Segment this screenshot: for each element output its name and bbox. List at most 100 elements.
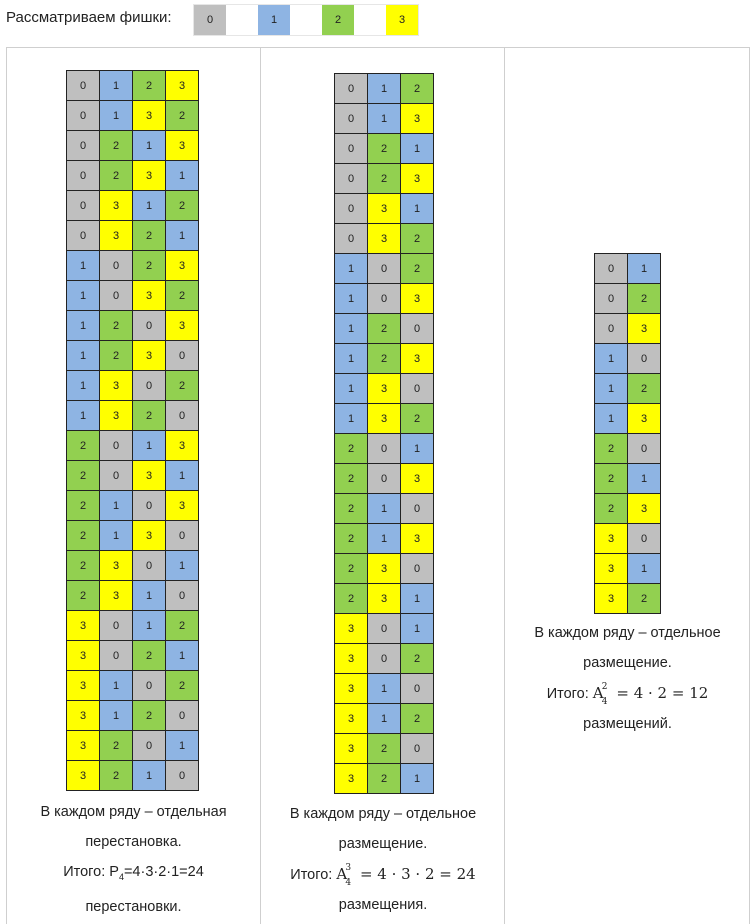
chip-cell: 1 bbox=[99, 700, 133, 731]
chip-cell: 0 bbox=[627, 343, 661, 374]
chip-cell: 1 bbox=[627, 553, 661, 584]
chip-cell: 1 bbox=[367, 523, 401, 554]
total-sup: 3 bbox=[345, 863, 352, 873]
chip-cell: 3 bbox=[627, 493, 661, 524]
chip-cell: 1 bbox=[594, 403, 628, 434]
chip-cell: 2 bbox=[132, 70, 166, 101]
chip-cell: 0 bbox=[367, 433, 401, 464]
chip-cell: 1 bbox=[66, 280, 100, 311]
chip-cell: 3 bbox=[334, 733, 368, 764]
chip-cell: 3 bbox=[627, 313, 661, 344]
chip-cell: 3 bbox=[132, 160, 166, 191]
chip-cell: 2 bbox=[66, 490, 100, 521]
chip-cell: 0 bbox=[367, 253, 401, 284]
chip-cell: 2 bbox=[66, 460, 100, 491]
chip-cell: 2 bbox=[99, 340, 133, 371]
total-expr: =4·3·2·1=24 bbox=[123, 864, 204, 880]
chip-cell: 1 bbox=[334, 373, 368, 404]
chip-cell: 2 bbox=[627, 583, 661, 614]
chip-cell: 3 bbox=[66, 730, 100, 761]
chip-cell: 3 bbox=[165, 430, 199, 461]
chip-cell: 3 bbox=[66, 700, 100, 731]
total-sup: 2 bbox=[601, 682, 608, 692]
chip-cell: 3 bbox=[594, 553, 628, 584]
chip-cell: 0 bbox=[99, 460, 133, 491]
chip-cell: 1 bbox=[165, 730, 199, 761]
chip-cell: 2 bbox=[99, 160, 133, 191]
chip-cell: 1 bbox=[132, 610, 166, 641]
chip-cell: 2 bbox=[165, 190, 199, 221]
chip-cell: 1 bbox=[132, 580, 166, 611]
chip-cell: 3 bbox=[132, 100, 166, 131]
chip-cell: 1 bbox=[99, 70, 133, 101]
chip-cell: 0 bbox=[132, 490, 166, 521]
chip-cell: 0 bbox=[334, 103, 368, 134]
chip-cell: 1 bbox=[66, 250, 100, 281]
caption-line: В каждом ряду – отдельное bbox=[534, 625, 721, 641]
chip-cell: 2 bbox=[400, 703, 434, 734]
chip-cell: 3 bbox=[99, 400, 133, 431]
chip-cell: 2 bbox=[627, 373, 661, 404]
chip-cell: 2 bbox=[165, 100, 199, 131]
chip-cell: 2 bbox=[66, 580, 100, 611]
chip-cell: 2 bbox=[99, 730, 133, 761]
chip-cell: 1 bbox=[627, 463, 661, 494]
total-expr: = 4 · 2 = 12 bbox=[611, 684, 709, 702]
caption-line: перестановка. bbox=[85, 834, 182, 850]
chip-cell: 0 bbox=[165, 760, 199, 791]
chip-cell: 0 bbox=[400, 673, 434, 704]
chip-cell: 3 bbox=[400, 343, 434, 374]
chip-cell: 3 bbox=[165, 490, 199, 521]
chip-cell: 1 bbox=[99, 100, 133, 131]
chip-cell: 0 bbox=[132, 670, 166, 701]
chip-cell: 2 bbox=[334, 583, 368, 614]
chip-spacer bbox=[226, 5, 258, 35]
chip-cell: 1 bbox=[334, 313, 368, 344]
chip-0: 0 bbox=[194, 5, 226, 35]
chip-cell: 3 bbox=[367, 583, 401, 614]
chip-cell: 3 bbox=[594, 523, 628, 554]
chip-cell: 3 bbox=[165, 250, 199, 281]
chip-cell: 1 bbox=[165, 160, 199, 191]
chip-cell: 3 bbox=[99, 220, 133, 251]
chip-cell: 2 bbox=[132, 640, 166, 671]
chip-cell: 2 bbox=[165, 370, 199, 401]
chip-cell: 1 bbox=[367, 493, 401, 524]
chip-cell: 2 bbox=[334, 523, 368, 554]
chip-cell: 2 bbox=[367, 733, 401, 764]
chip-cell: 1 bbox=[400, 583, 434, 614]
chip-cell: 3 bbox=[132, 340, 166, 371]
caption-line: перестановки. bbox=[85, 898, 182, 915]
total-line: Итого: P4=4·3·2·1=24 bbox=[7, 857, 260, 892]
chip-cell: 1 bbox=[334, 253, 368, 284]
chip-cell: 3 bbox=[99, 370, 133, 401]
chip-cell: 0 bbox=[627, 523, 661, 554]
